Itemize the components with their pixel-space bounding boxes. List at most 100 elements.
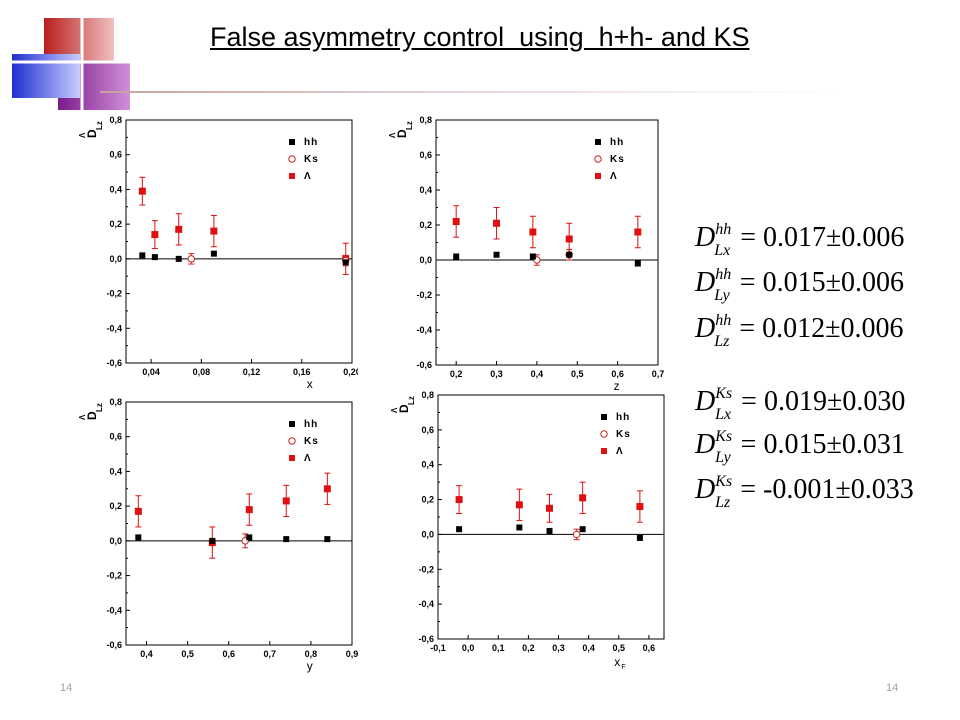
y-axis-label-D: D — [397, 404, 411, 413]
legend-marker — [594, 155, 602, 163]
y-tick-label: -0,6 — [418, 634, 434, 644]
y-tick-label: 0,2 — [109, 501, 122, 511]
chart-panel-xf: -0,6 -0,4 -0,2 0,0 0,2 0,4 0,6 0,8 -0,1 0,0 0,1 0,2… — [384, 383, 674, 683]
x-tick-label: 0,20 — [343, 367, 358, 377]
y-tick-label: -0,4 — [106, 323, 122, 333]
y-tick-label: 0,8 — [419, 115, 432, 125]
y-axis-label-sub: Lz — [95, 403, 104, 412]
y-tick-label: -0,4 — [416, 325, 432, 335]
x-tick-label: 0,12 — [243, 367, 261, 377]
data-point-lambda — [452, 218, 460, 225]
data-point-hh — [342, 259, 349, 266]
x-tick-label: 0,7 — [652, 369, 665, 379]
x-tick-label: 0,7 — [264, 649, 277, 659]
data-point-lambda — [545, 504, 553, 512]
legend-label: Λ — [304, 171, 312, 182]
y-axis-label-sub: Lz — [405, 121, 414, 130]
data-point-lambda — [529, 228, 537, 236]
y-tick-label: 0,4 — [419, 185, 432, 195]
data-point-lambda — [634, 228, 642, 236]
formula-hh-ly: DhhLy = 0.015±0.006 — [695, 266, 904, 304]
legend-label: Λ — [616, 446, 624, 457]
data-point-lambda — [565, 235, 573, 243]
data-point-hh — [529, 253, 536, 260]
data-point-hh — [456, 526, 463, 533]
data-point-lambda — [579, 494, 587, 502]
data-point-lambda — [151, 231, 159, 239]
formula-ks-lx: DKsLx = 0.019±0.030 — [695, 385, 906, 423]
x-tick-label: 0,6 — [611, 369, 624, 379]
formula-ks-lz: DKsLz = -0.001±0.033 — [695, 473, 914, 511]
x-tick-label: 0,6 — [222, 649, 235, 659]
y-tick-label: 0,6 — [109, 432, 122, 442]
y-axis-label-D: D — [395, 129, 409, 138]
data-point-hh — [246, 534, 253, 541]
x-tick-label: 0,4 — [140, 649, 153, 659]
y-tick-label: -0,6 — [106, 640, 122, 650]
data-point-hh — [175, 255, 182, 262]
y-axis-label: DΛ Lz — [390, 396, 416, 413]
legend-label: Ks — [304, 436, 319, 447]
legend-marker — [289, 421, 295, 427]
data-point-hh — [210, 250, 217, 257]
legend-label: hh — [304, 137, 318, 148]
legend-marker — [601, 414, 607, 420]
data-point-hh — [516, 524, 523, 531]
data-point-lambda — [282, 497, 290, 505]
data-point-hh — [135, 534, 142, 541]
formula-hh-lz: DhhLz = 0.012±0.006 — [695, 312, 904, 350]
data-point-ks — [187, 255, 195, 263]
decorative-logo — [0, 0, 140, 118]
data-point-hh — [636, 534, 643, 541]
scatter-chart-y: -0,6 -0,4 -0,2 0,0 0,2 0,4 0,6 0,8 0,4 0,5 0,6 0,7 0… — [78, 397, 358, 673]
data-point-hh — [546, 527, 553, 534]
x-tick-label: 0,5 — [181, 649, 194, 659]
scatter-chart-z: -0,6 -0,4 -0,2 0,0 0,2 0,4 0,6 0,8 0,2 0,3 0,4 0,5 0… — [388, 115, 665, 393]
y-tick-label: 0,2 — [109, 219, 122, 229]
y-tick-label: 0,0 — [421, 529, 434, 539]
x-axis-label-subscript: F — [621, 664, 625, 671]
scatter-chart-xf: -0,6 -0,4 -0,2 0,0 0,2 0,4 0,6 0,8 -0,1 0,0 0,1 0,2… — [390, 390, 665, 671]
x-tick-label: 0,2 — [450, 369, 463, 379]
x-tick-label: 0,2 — [522, 643, 535, 653]
x-tick-label: 0,3 — [490, 369, 503, 379]
x-tick-label: 0,5 — [613, 643, 626, 653]
y-axis-label: DΛ Lz — [388, 121, 414, 138]
data-point-lambda — [493, 219, 501, 227]
chart-panel-z: -0,6 -0,4 -0,2 0,0 0,2 0,4 0,6 0,8 0,2 0,3 0,4 0,5 0… — [380, 108, 670, 398]
y-axis-label-sup: Λ — [78, 414, 87, 420]
x-tick-label: 0,4 — [582, 643, 595, 653]
legend-label: hh — [610, 137, 624, 148]
x-axis-label: x — [614, 655, 620, 669]
x-tick-label: 0,5 — [571, 369, 584, 379]
x-tick-label: 0,08 — [193, 367, 211, 377]
data-point-lambda — [138, 187, 146, 195]
data-point-hh — [579, 526, 586, 533]
data-point-hh — [151, 254, 158, 261]
y-tick-label: 0,0 — [109, 536, 122, 546]
legend-marker — [600, 430, 608, 438]
x-tick-label: 0,6 — [643, 643, 656, 653]
legend-label: hh — [616, 412, 630, 423]
y-axis-label: DΛ Lz — [78, 121, 104, 138]
legend-marker — [288, 155, 296, 163]
y-tick-label: 0,0 — [109, 254, 122, 264]
data-point-hh — [324, 536, 331, 543]
x-tick-label: 0,3 — [552, 643, 565, 653]
y-tick-label: 0,8 — [109, 115, 122, 125]
y-tick-label: 0,2 — [419, 220, 432, 230]
scatter-chart-x: -0,6 -0,4 -0,2 0,0 0,2 0,4 0,6 0,8 0,04 0,08 0,12 0… — [78, 115, 358, 391]
legend-marker — [289, 455, 295, 461]
data-point-hh — [209, 537, 216, 544]
slide-title: False asymmetry control using h+h- and K… — [210, 22, 750, 52]
y-tick-label: -0,2 — [418, 564, 434, 574]
y-axis-label-sup: Λ — [78, 132, 87, 138]
x-axis-label: z — [614, 379, 620, 393]
data-point-lambda — [515, 501, 523, 509]
data-point-lambda — [245, 506, 253, 514]
y-tick-label: 0,0 — [419, 255, 432, 265]
legend-label: Ks — [610, 154, 625, 165]
y-tick-label: 0,6 — [421, 425, 434, 435]
title-divider — [100, 91, 840, 93]
legend-marker — [289, 173, 295, 179]
